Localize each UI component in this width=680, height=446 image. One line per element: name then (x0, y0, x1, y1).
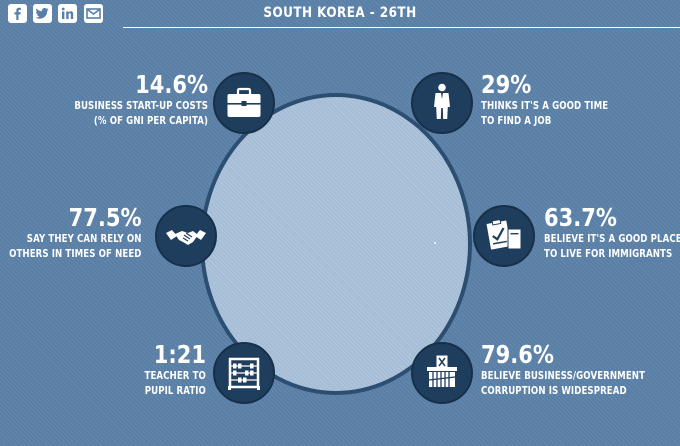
stat-value: 29% (481, 70, 532, 99)
linkedin-icon[interactable] (58, 4, 77, 23)
stat-value: 1:21 (153, 340, 206, 369)
stat-label-line: SAY THEY CAN RELY ON (27, 233, 142, 245)
businessman-icon (411, 72, 473, 134)
stat-value: 63.7% (544, 203, 617, 232)
stat-good-time-job: 29% THINKS IT'S A GOOD TIME TO FIND A JO… (481, 71, 636, 129)
stat-label-line: TEACHER TO (144, 370, 206, 382)
stat-startup-costs: 14.6% BUSINESS START-UP COSTS (% OF GNI … (45, 71, 208, 129)
header-rule (123, 27, 680, 28)
handshake-icon (155, 205, 217, 267)
stat-teacher-ratio: 1:21 TEACHER TO PUPIL RATIO (131, 341, 206, 399)
stat-label-line: THINKS IT'S A GOOD TIME (481, 100, 609, 112)
twitter-icon[interactable] (33, 4, 52, 23)
stat-value: 79.6% (481, 340, 554, 369)
facebook-icon[interactable] (8, 4, 27, 23)
email-icon[interactable] (84, 4, 103, 23)
passport-clipboard-icon (473, 205, 535, 267)
center-dot (434, 242, 436, 244)
stat-corruption: 79.6% BELIEVE BUSINESS/GOVERNMENT CORRUP… (481, 341, 680, 399)
page-title: SOUTH KOREA - 26TH (263, 5, 417, 21)
abacus-icon (213, 342, 275, 404)
stat-value: 14.6% (135, 70, 208, 99)
stat-label-line: TO LIVE FOR IMMIGRANTS (544, 248, 673, 260)
stat-label-line: BELIEVE IT'S A GOOD PLACE (544, 233, 680, 245)
stat-label-line: CORRUPTION IS WIDESPREAD (481, 385, 627, 397)
stat-label-line: (% OF GNI PER CAPITA) (93, 115, 208, 127)
stat-rely-on-others: 77.5% SAY THEY CAN RELY ON OTHERS IN TIM… (0, 204, 142, 262)
stat-label-line: BUSINESS START-UP COSTS (74, 100, 208, 112)
stat-value: 77.5% (69, 203, 142, 232)
briefcase-icon (213, 72, 275, 134)
stat-label-line: TO FIND A JOB (481, 115, 552, 127)
top-bar: SOUTH KOREA - 26TH (0, 0, 680, 30)
stat-immigrants: 63.7% BELIEVE IT'S A GOOD PLACE TO LIVE … (544, 204, 680, 262)
stat-label-line: OTHERS IN TIMES OF NEED (9, 248, 142, 260)
stat-label-line: BELIEVE BUSINESS/GOVERNMENT (481, 370, 646, 382)
stat-label-line: PUPIL RATIO (144, 385, 206, 397)
ballot-box-icon (411, 342, 473, 404)
